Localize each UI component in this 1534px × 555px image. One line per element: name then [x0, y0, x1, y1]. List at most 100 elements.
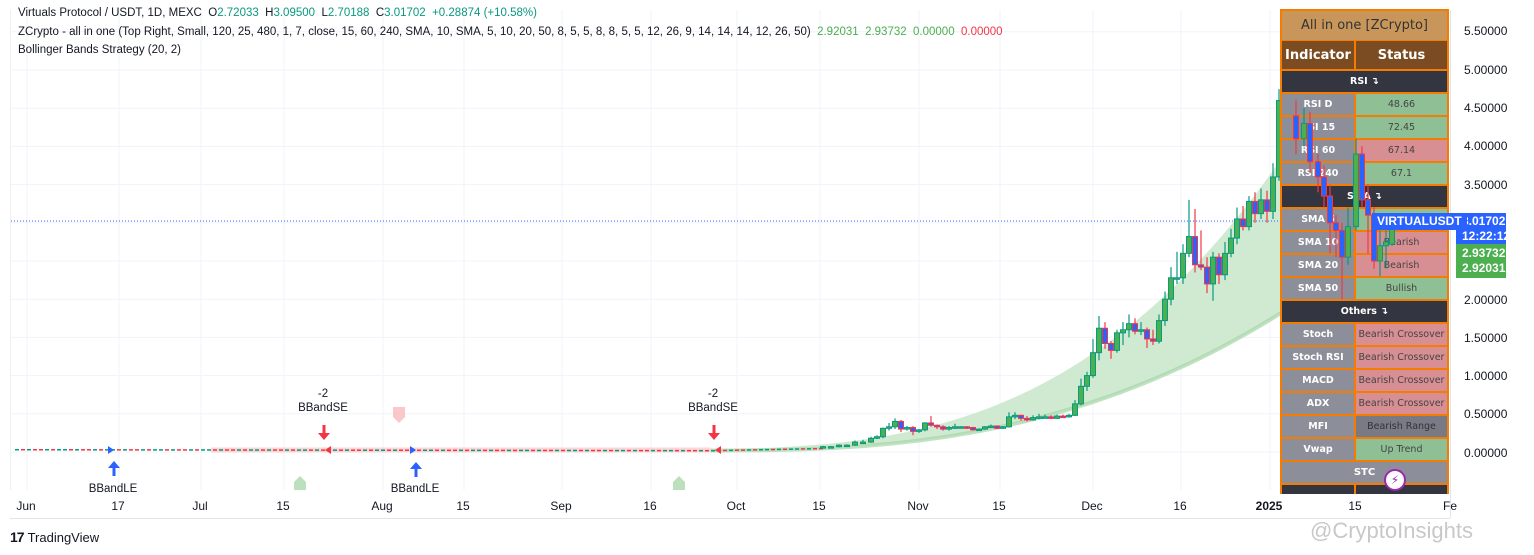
row-status: Bullish — [1356, 278, 1447, 299]
ma-value-1: 2.93732 — [1462, 246, 1506, 260]
price-label: 0.50000 — [1464, 407, 1508, 421]
price-label: 2.00000 — [1464, 293, 1508, 307]
indicator-value-4: 0.00000 — [961, 26, 1003, 38]
symbol-ohlc-legend[interactable]: Virtuals Protocol / USDT, 1D, MEXC O2.72… — [18, 6, 537, 20]
section-sma-label: SMA ↴ — [1282, 186, 1447, 207]
column-header-status: Status — [1356, 41, 1447, 69]
table-row: Vwap Up Trend — [1282, 439, 1447, 460]
row-status: Bearish Range — [1356, 416, 1447, 437]
close-value: 3.01702 — [384, 7, 426, 19]
row-status: 67.14 — [1356, 140, 1447, 161]
row-indicator: SMA 20 — [1282, 255, 1354, 276]
open-label: O — [208, 7, 218, 19]
signal-label-bbandle-1: BBandLE — [88, 483, 138, 495]
bar-countdown: 12:22:12 — [1462, 229, 1511, 243]
time-label: Jul — [192, 499, 208, 513]
table-row: SMA 10 Bearish — [1282, 232, 1447, 253]
low-label: L — [321, 7, 328, 19]
time-label: Jun — [16, 499, 36, 513]
row-indicator: RSI 60 — [1282, 140, 1354, 161]
lightning-bolt-icon[interactable]: ⚡ — [1384, 469, 1406, 491]
price-axis-border — [1450, 10, 1451, 518]
high-value: 3.09500 — [273, 7, 316, 19]
table-row: RSI 60 67.14 — [1282, 140, 1447, 161]
row-indicator — [1282, 485, 1354, 494]
symbol-price-label: VIRTUALUSDT — [1372, 213, 1467, 230]
time-label: Dec — [1081, 499, 1103, 513]
row-indicator: Vwap — [1282, 439, 1354, 460]
time-label: 15 — [992, 499, 1006, 513]
row-indicator: Stoch — [1282, 324, 1354, 345]
change-value: +0.28874 (+10.58%) — [432, 7, 537, 19]
row-indicator: RSI D — [1282, 94, 1354, 115]
section-sma: SMA ↴ — [1282, 186, 1447, 207]
row-indicator: RSI 15 — [1282, 117, 1354, 138]
row-indicator: MFI — [1282, 416, 1354, 437]
time-axis-border — [10, 518, 1450, 519]
row-status: Bearish — [1356, 255, 1447, 276]
row-status — [1356, 485, 1447, 494]
time-label-year: 2025 — [1255, 499, 1283, 513]
table-row: MFI Bearish Range — [1282, 416, 1447, 437]
time-label: Oct — [726, 499, 746, 513]
time-label: 15 — [276, 499, 290, 513]
row-indicator: ADX — [1282, 393, 1354, 414]
table-row: RSI D 48.66 — [1282, 94, 1447, 115]
bollinger-strategy-legend[interactable]: Bollinger Bands Strategy (20, 2) — [18, 43, 181, 57]
price-label: 4.50000 — [1464, 101, 1508, 115]
ma-price-tags[interactable]: 2.93732 2.92031 — [1456, 244, 1506, 278]
time-label: 17 — [111, 499, 125, 513]
ma-value-2: 2.92031 — [1462, 261, 1506, 275]
row-indicator: SMA 5 — [1282, 209, 1354, 230]
time-label: Sep — [550, 499, 572, 513]
section-others: Others ↴ — [1282, 301, 1447, 322]
section-others-label: Others ↴ — [1282, 301, 1447, 322]
row-status: Bearish Crossover — [1356, 347, 1447, 368]
time-label: 16 — [1173, 499, 1187, 513]
last-price-value: 3.01702 — [1462, 214, 1506, 228]
table-row: Stoch RSI Bearish Crossover — [1282, 347, 1447, 368]
row-status: 67.1 — [1356, 163, 1447, 184]
chart-frame[interactable]: Virtuals Protocol / USDT, 1D, MEXC O2.72… — [0, 0, 1534, 520]
row-status: 72.45 — [1356, 117, 1447, 138]
row-status: Bearish Crossover — [1356, 393, 1447, 414]
price-label: 4.00000 — [1464, 139, 1508, 153]
symbol-title: Virtuals Protocol / USDT, 1D, MEXC — [18, 7, 202, 19]
table-row: ADX Bearish Crossover — [1282, 393, 1447, 414]
close-label: C — [375, 7, 385, 19]
zcrypto-indicator-legend[interactable]: ZCrypto - all in one (Top Right, Small, … — [18, 25, 1003, 39]
zcrypto-indicator-name: ZCrypto - all in one (Top Right, Small, … — [18, 26, 811, 38]
indicator-value-1: 2.92031 — [817, 26, 859, 38]
price-chart-plot[interactable] — [10, 10, 1451, 490]
signal-label-bbandse-2: BBandSE — [688, 402, 738, 414]
column-header-indicator: Indicator — [1282, 41, 1354, 69]
time-label: 15 — [456, 499, 470, 513]
table-row: RSI 240 67.1 — [1282, 163, 1447, 184]
open-value: 2.72033 — [217, 7, 259, 19]
tradingview-mark-icon: 17 — [10, 529, 25, 545]
tradingview-logo[interactable]: 17 TradingView — [10, 529, 99, 545]
signal-label-bbandle-2: BBandLE — [390, 483, 440, 493]
candlestick-chart[interactable] — [11, 10, 1451, 490]
time-label: 15 — [812, 499, 826, 513]
price-label: 0.00000 — [1464, 446, 1508, 460]
signal-qty-bbandse-1: -2 — [317, 388, 329, 400]
time-label: 16 — [643, 499, 657, 513]
watermark: @CryptoInsights — [1310, 518, 1473, 544]
signal-qty-bbandse-2: -2 — [707, 388, 719, 400]
section-rsi: RSI ↴ — [1282, 71, 1447, 92]
table-row: SMA 50 Bullish — [1282, 278, 1447, 299]
price-label: 1.00000 — [1464, 369, 1508, 383]
table-header-row: Indicator Status — [1282, 41, 1447, 69]
time-label: Aug — [371, 499, 393, 513]
low-value: 2.70188 — [327, 7, 370, 19]
indicator-value-2: 2.93732 — [865, 26, 907, 38]
last-price-tag[interactable]: 3.01702 12:22:12 — [1456, 213, 1511, 244]
table-title: All in one [ZCrypto] — [1282, 11, 1447, 40]
row-status: Bearish Crossover — [1356, 324, 1447, 345]
time-label: 15 — [1348, 499, 1362, 513]
tradingview-logo-text: TradingView — [27, 529, 100, 545]
row-status: Bearish Crossover — [1356, 370, 1447, 391]
indicator-value-3: 0.00000 — [913, 26, 955, 38]
signal-label-bbandse-1: BBandSE — [298, 402, 348, 414]
